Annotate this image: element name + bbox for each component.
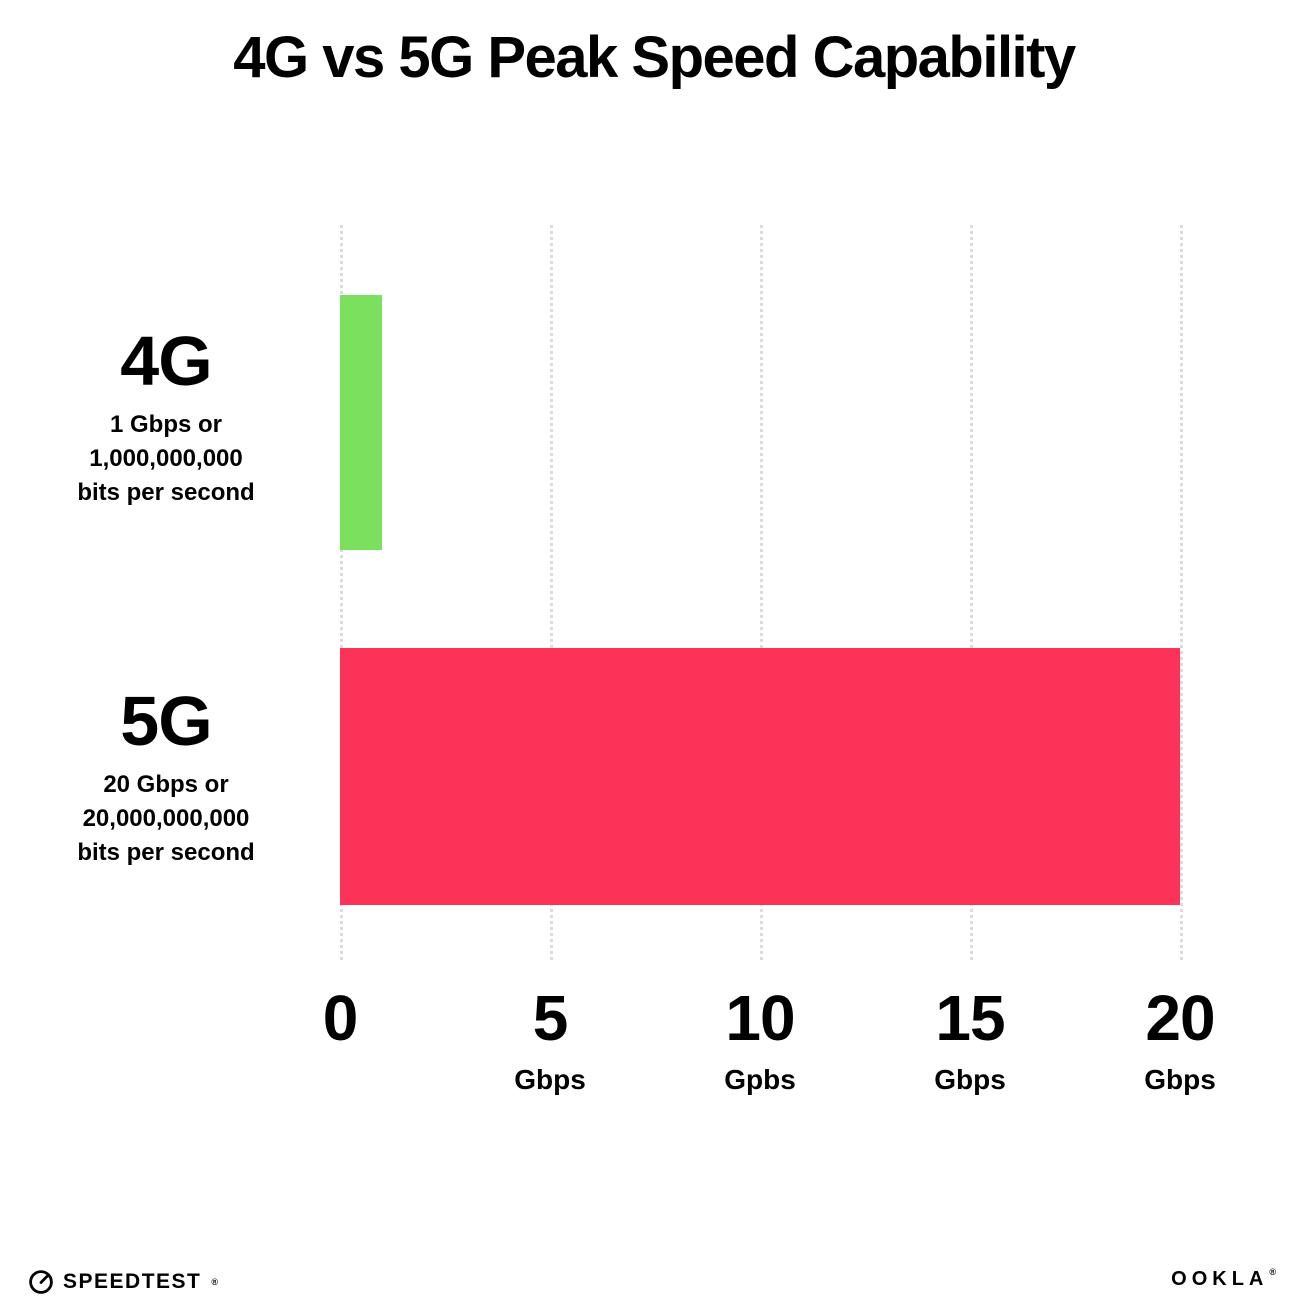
- tick-unit: Gpbs: [724, 1064, 796, 1095]
- gridline: [970, 225, 973, 960]
- gridline: [340, 225, 343, 960]
- row-label-4g: 4G 1 Gbps or 1,000,000,000 bits per seco…: [32, 326, 300, 510]
- plot-area: [340, 225, 1183, 960]
- tick-unit: Gbps: [514, 1064, 586, 1095]
- gridline: [1180, 225, 1183, 960]
- tick-value: 5: [532, 982, 569, 1054]
- tick-value: 0: [322, 982, 359, 1054]
- speedometer-gauge-icon: [28, 1269, 54, 1295]
- ookla-wordmark: OOKLA: [1171, 1268, 1269, 1290]
- sublabel-line: 1 Gbps or: [109, 411, 223, 438]
- gridline: [760, 225, 763, 960]
- sublabel-line: 1,000,000,000: [89, 445, 243, 472]
- speedtest-wordmark: SPEEDTEST: [63, 1270, 202, 1293]
- sublabel-line: bits per second: [77, 479, 255, 506]
- tick-value: 20: [1145, 982, 1215, 1054]
- gridline: [550, 225, 553, 960]
- bar-4g: [340, 295, 382, 550]
- chart-title: 4G vs 5G Peak Speed Capability: [233, 25, 1076, 90]
- bar-5g: [340, 648, 1180, 905]
- speedtest-logo: SPEEDTEST ®: [28, 1269, 218, 1295]
- ookla-trademark: ®: [1269, 1267, 1276, 1277]
- tick-unit: Gbps: [934, 1064, 1006, 1095]
- x-tick-0: 0: [322, 982, 359, 1066]
- category-label-5g: 5G: [120, 682, 212, 760]
- x-tick-15: 15 Gbps: [934, 986, 1006, 1094]
- tick-unit: Gbps: [1144, 1064, 1216, 1095]
- row-label-5g: 5G 20 Gbps or 20,000,000,000 bits per se…: [32, 686, 300, 870]
- sublabel-line: 20 Gbps or: [103, 771, 229, 798]
- x-tick-10: 10 Gpbs: [724, 986, 796, 1094]
- speedtest-trademark: ®: [211, 1276, 219, 1287]
- x-axis: 0 5 Gbps 10 Gpbs 15 Gbps 20 Gbps: [323, 986, 1216, 1116]
- category-sublabel-4g: 1 Gbps or 1,000,000,000 bits per second: [32, 408, 300, 510]
- sublabel-line: 20,000,000,000: [82, 805, 250, 832]
- x-tick-20: 20 Gbps: [1144, 986, 1216, 1094]
- x-tick-5: 5 Gbps: [514, 986, 586, 1094]
- category-label-4g: 4G: [120, 322, 212, 400]
- tick-value: 15: [935, 982, 1005, 1054]
- tick-value: 10: [725, 982, 795, 1054]
- category-sublabel-5g: 20 Gbps or 20,000,000,000 bits per secon…: [32, 768, 300, 870]
- sublabel-line: bits per second: [77, 839, 255, 866]
- ookla-logo: OOKLA ®: [1171, 1268, 1276, 1291]
